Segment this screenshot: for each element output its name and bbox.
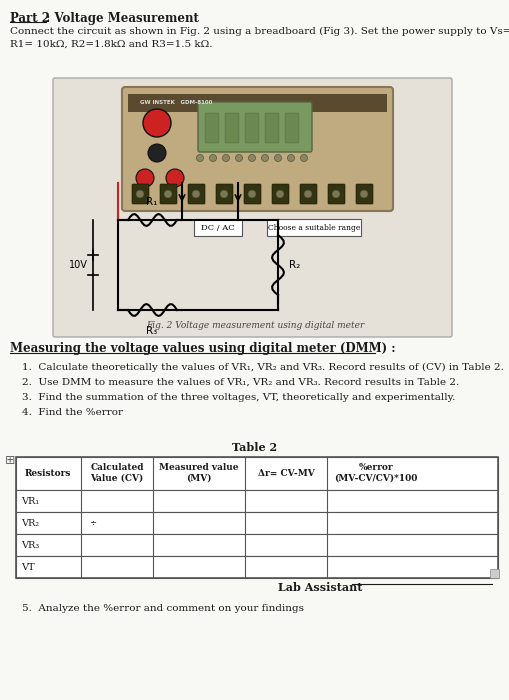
Circle shape — [143, 109, 171, 137]
FancyBboxPatch shape — [198, 102, 312, 152]
Text: Calculated
Value (CV): Calculated Value (CV) — [90, 463, 144, 483]
Text: Resistors: Resistors — [25, 468, 71, 477]
Bar — [490, 569, 499, 578]
FancyBboxPatch shape — [53, 78, 452, 337]
Text: Connect the circuit as shown in Fig. 2 using a breadboard (Fig 3). Set the power: Connect the circuit as shown in Fig. 2 u… — [10, 27, 509, 36]
Text: R₃: R₃ — [147, 326, 158, 336]
Text: 5.  Analyze the %error and comment on your findings: 5. Analyze the %error and comment on you… — [22, 604, 304, 613]
FancyBboxPatch shape — [328, 184, 345, 204]
Circle shape — [148, 144, 166, 162]
Bar — [225, 113, 239, 143]
Circle shape — [220, 190, 228, 198]
Text: R₂: R₂ — [289, 260, 300, 270]
FancyBboxPatch shape — [216, 184, 233, 204]
Circle shape — [276, 190, 284, 198]
Circle shape — [236, 155, 242, 162]
Bar — [16, 512, 498, 534]
Bar — [16, 457, 498, 490]
FancyBboxPatch shape — [160, 184, 177, 204]
Bar — [16, 556, 498, 578]
Text: ⊞: ⊞ — [5, 454, 15, 467]
Circle shape — [136, 190, 144, 198]
Text: R₁: R₁ — [146, 197, 158, 207]
Bar — [205, 113, 219, 143]
Circle shape — [304, 190, 312, 198]
Text: VR₂: VR₂ — [21, 519, 39, 528]
Circle shape — [164, 190, 172, 198]
Text: VR₁: VR₁ — [21, 496, 39, 505]
Text: GW INSTEK   GDM-8100: GW INSTEK GDM-8100 — [140, 101, 212, 106]
FancyBboxPatch shape — [356, 184, 373, 204]
Circle shape — [192, 190, 200, 198]
Circle shape — [136, 169, 154, 187]
Circle shape — [210, 155, 216, 162]
Bar — [285, 113, 299, 143]
Text: Table 2: Table 2 — [233, 442, 277, 453]
Text: Fig. 2 Voltage measurement using digital meter: Fig. 2 Voltage measurement using digital… — [146, 321, 364, 330]
Text: VT: VT — [21, 563, 35, 571]
Circle shape — [300, 155, 307, 162]
Text: ÷: ÷ — [89, 519, 96, 528]
FancyBboxPatch shape — [272, 184, 289, 204]
FancyBboxPatch shape — [188, 184, 205, 204]
Circle shape — [166, 169, 184, 187]
Text: VR₃: VR₃ — [21, 540, 39, 550]
FancyBboxPatch shape — [267, 219, 361, 236]
Circle shape — [274, 155, 281, 162]
Text: Measuring the voltage values using digital meter (DMM) :: Measuring the voltage values using digit… — [10, 342, 395, 355]
Text: Choose a suitable range: Choose a suitable range — [268, 224, 360, 232]
Text: %error
(MV-CV/CV)*100: %error (MV-CV/CV)*100 — [334, 463, 418, 483]
Bar — [265, 113, 279, 143]
FancyBboxPatch shape — [194, 219, 242, 236]
Circle shape — [196, 155, 204, 162]
Bar — [245, 113, 259, 143]
Circle shape — [332, 190, 340, 198]
FancyBboxPatch shape — [122, 87, 393, 211]
Text: Lab Assistant: Lab Assistant — [278, 582, 362, 593]
Circle shape — [248, 155, 256, 162]
Bar — [128, 94, 387, 112]
Text: 10V: 10V — [69, 260, 88, 270]
Text: 3.  Find the summation of the three voltages, VT, theoretically and experimental: 3. Find the summation of the three volta… — [22, 393, 456, 402]
Text: 2.  Use DMM to measure the values of VR₁, VR₂ and VR₃. Record results in Table 2: 2. Use DMM to measure the values of VR₁,… — [22, 378, 459, 387]
Text: DC / AC: DC / AC — [201, 224, 235, 232]
Text: Δr= CV-MV: Δr= CV-MV — [258, 468, 315, 477]
Text: 4.  Find the %error: 4. Find the %error — [22, 408, 123, 417]
Circle shape — [288, 155, 295, 162]
Text: 1.  Calculate theoretically the values of VR₁, VR₂ and VR₃. Record results of (C: 1. Calculate theoretically the values of… — [22, 363, 504, 372]
Circle shape — [222, 155, 230, 162]
Circle shape — [262, 155, 269, 162]
Text: : Voltage Measurement: : Voltage Measurement — [46, 12, 199, 25]
Bar — [16, 490, 498, 512]
Circle shape — [360, 190, 368, 198]
FancyBboxPatch shape — [300, 184, 317, 204]
FancyBboxPatch shape — [132, 184, 149, 204]
Bar — [16, 534, 498, 556]
Text: Measured value
(MV): Measured value (MV) — [159, 463, 239, 483]
FancyBboxPatch shape — [244, 184, 261, 204]
Bar — [16, 457, 498, 578]
Circle shape — [248, 190, 256, 198]
Text: Part 2: Part 2 — [10, 12, 50, 25]
Text: R1= 10kΩ, R2=1.8kΩ and R3=1.5 kΩ.: R1= 10kΩ, R2=1.8kΩ and R3=1.5 kΩ. — [10, 40, 212, 49]
